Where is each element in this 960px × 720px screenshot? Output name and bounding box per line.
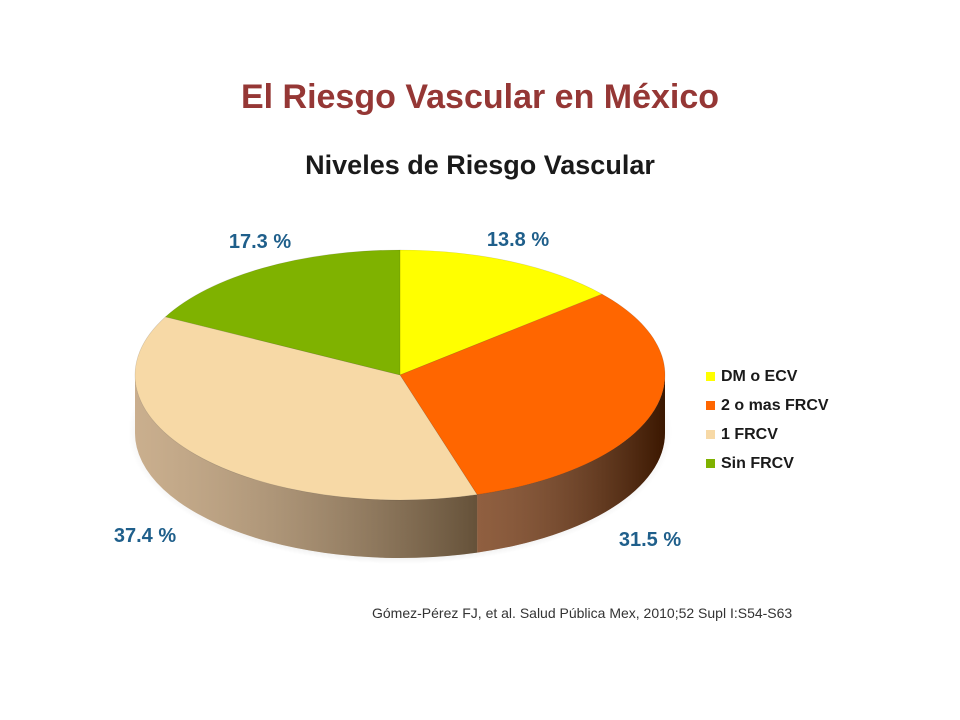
chart-title: Niveles de Riesgo Vascular: [305, 150, 655, 180]
pie-slice-dm-o-ecv: [399, 249, 603, 376]
legend-swatch-1-frcv: [706, 430, 715, 439]
data-label-sin-frcv: 17.3 %: [229, 231, 291, 253]
pie-side-shade-1-frcv: [135, 375, 478, 558]
pie-top: [134, 249, 666, 501]
legend-item-2-o-mas-frcv: 2 o mas FRCV: [706, 391, 829, 420]
data-label-dm-o-ecv: 13.8 %: [487, 229, 549, 251]
chart-legend: DM o ECV 2 o mas FRCV 1 FRCV Sin FRCV: [706, 362, 829, 478]
legend-label: 1 FRCV: [721, 425, 778, 443]
pie-slice-1-frcv: [134, 316, 478, 501]
pie-labels: 13.8 % 31.5 % 37.4 % 17.3 %: [114, 229, 681, 551]
data-label-2-o-mas-frcv: 31.5 %: [619, 529, 681, 551]
data-label-1-frcv: 37.4 %: [114, 525, 176, 547]
pie-sides: [135, 375, 665, 558]
legend-swatch-2-o-mas-frcv: [706, 401, 715, 410]
legend-item-sin-frcv: Sin FRCV: [706, 449, 829, 478]
legend-label: 2 o mas FRCV: [721, 396, 829, 414]
legend-label: Sin FRCV: [721, 454, 794, 472]
legend-label: DM o ECV: [721, 367, 798, 385]
slide-title: El Riesgo Vascular en México: [240, 78, 720, 116]
legend-swatch-dm-o-ecv: [706, 372, 715, 381]
legend-item-1-frcv: 1 FRCV: [706, 420, 829, 449]
pie-slice-sin-frcv: [164, 249, 401, 376]
legend-item-dm-o-ecv: DM o ECV: [706, 362, 829, 391]
legend-swatch-sin-frcv: [706, 459, 715, 468]
source-citation: Gómez-Pérez FJ, et al. Salud Pública Mex…: [372, 605, 793, 621]
pie-side-shade-2-o-mas-frcv: [477, 375, 665, 553]
pie-slice-2-o-mas-frcv: [399, 293, 666, 495]
